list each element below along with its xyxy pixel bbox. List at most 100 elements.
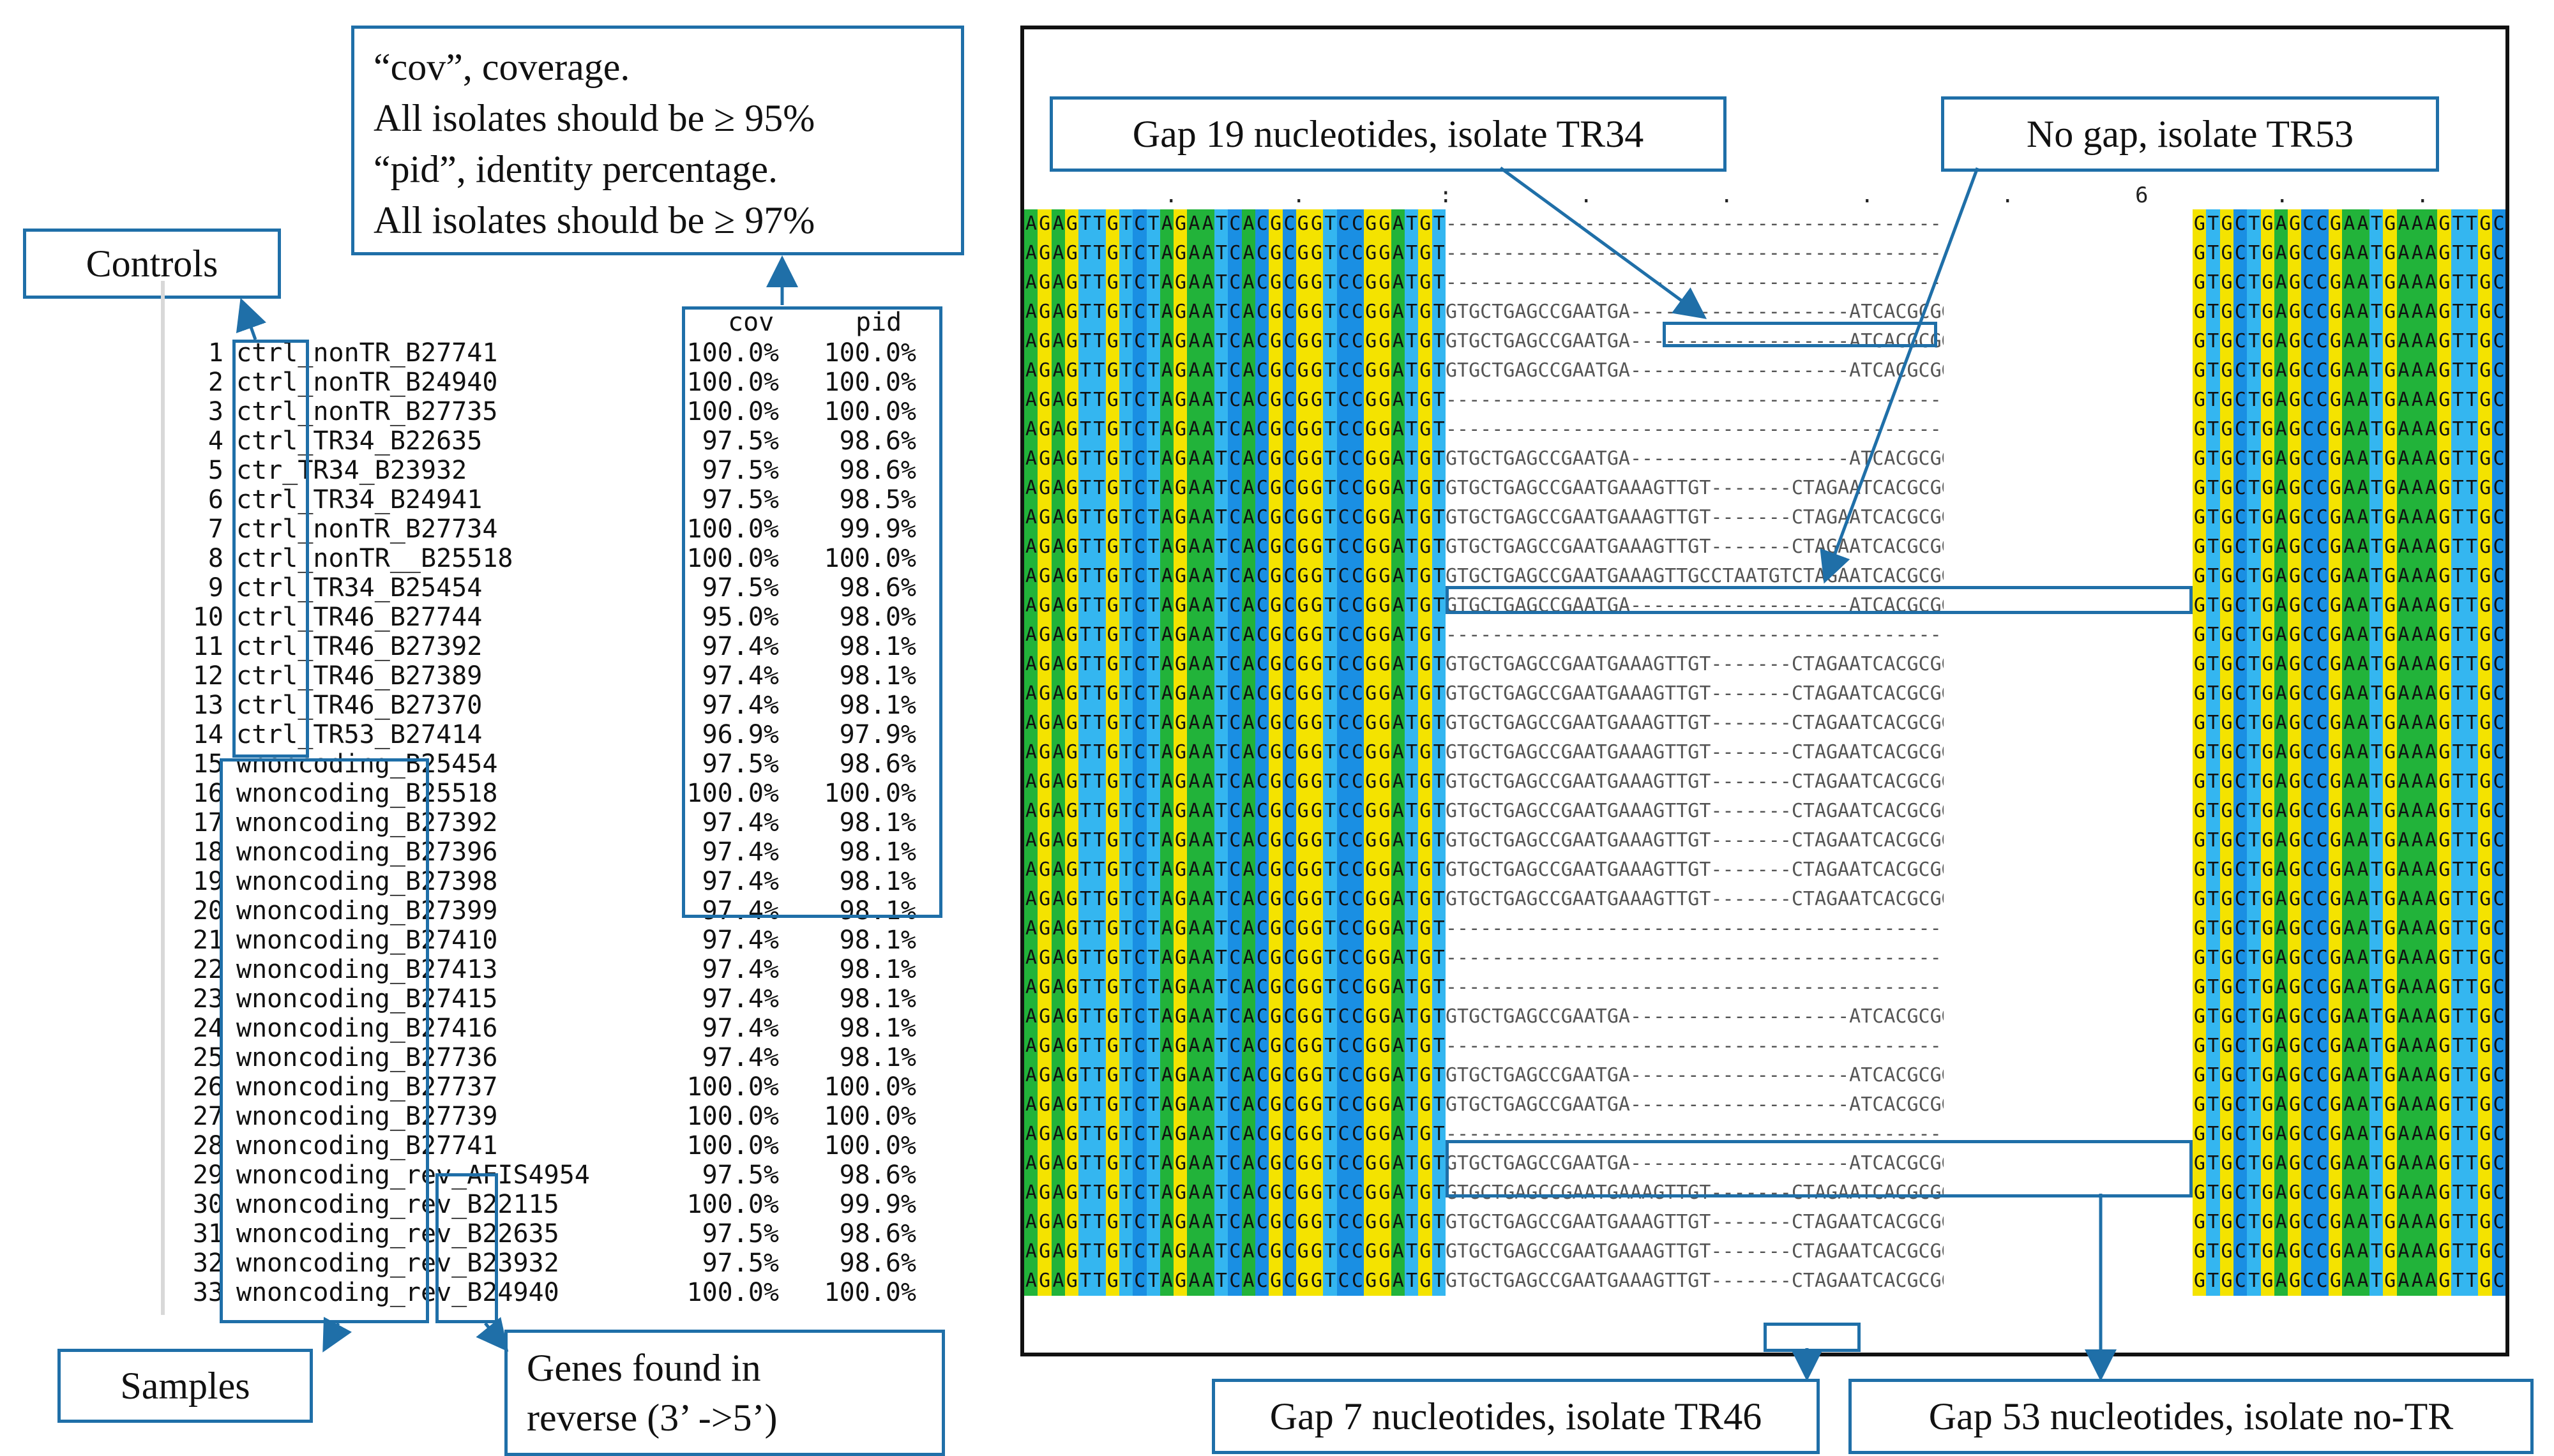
nucleotide-cell: T: [2247, 415, 2261, 444]
nucleotide-cell: T: [2451, 532, 2465, 562]
nucleotide-cell: A: [2396, 591, 2411, 620]
nucleotide-cell: T: [2451, 268, 2465, 297]
ruler-tick: .: [1165, 183, 1178, 208]
row-number: 15: [192, 749, 223, 779]
nucleotide-cell: G: [2288, 444, 2302, 474]
row-number: 30: [192, 1190, 223, 1219]
nucleotide-cell: C: [1228, 503, 1243, 532]
nucleotide-cell: T: [1432, 415, 1446, 444]
nucleotide-cell: A: [1241, 503, 1256, 532]
sample-row: 10 ctrl_TR46_B27744 95.0% 98.0%: [179, 603, 945, 632]
nucleotide-cell: C: [2301, 562, 2316, 591]
nucleotide-cell: A: [2410, 444, 2424, 474]
nucleotide-cell: G: [2329, 591, 2343, 620]
nucleotide-cell: T: [1119, 297, 1133, 327]
nucleotide-cell: A: [1391, 268, 1405, 297]
nucleotide-cell: T: [2465, 503, 2479, 532]
nucleotide-cell: G: [2383, 297, 2398, 327]
sample-row: 6 ctrl_TR34_B24941 97.5% 98.5%: [179, 485, 945, 514]
nucleotide-cell: T: [2369, 239, 2384, 268]
nucleotide-cell: A: [2355, 356, 2370, 386]
nucleotide-cell: C: [2491, 562, 2505, 591]
nucleotide-cell: T: [1146, 239, 1161, 268]
nucleotide-cell: T: [1078, 386, 1092, 415]
nucleotide-cell: G: [1269, 327, 1283, 356]
nucleotide-cell: A: [2274, 503, 2288, 532]
alignment-row: A G A G T T G T C T A G A A T C A C G C G G T C C G G A T G T ---------…: [1024, 386, 2505, 415]
sample-row: 11 ctrl_TR46_B27392 97.4% 98.1%: [179, 632, 945, 661]
nucleotide-cell: G: [1105, 474, 1120, 503]
identity-value: 99.9%: [839, 1190, 916, 1219]
row-number: 2: [208, 368, 223, 397]
nucleotide-cell: T: [2247, 444, 2261, 474]
nucleotide-cell: T: [1323, 209, 1338, 239]
nucleotide-cell: T: [2465, 444, 2479, 474]
nucleotide-cell: A: [2342, 356, 2357, 386]
sample-name: ctrl_TR53_B27414: [236, 720, 483, 749]
coverage-value: 100.0%: [686, 368, 780, 397]
nucleotide-cell: G: [1174, 415, 1188, 444]
coverage-value: 97.4%: [702, 837, 779, 867]
nucleotide-cell: C: [1282, 591, 1297, 620]
nucleotide-cell: G: [2478, 532, 2493, 562]
sample-name: wnoncoding_B27392: [236, 808, 498, 837]
identity-value: 100.0%: [824, 1072, 917, 1102]
nucleotide-cell: A: [1200, 415, 1215, 444]
nucleotide-cell: A: [1160, 356, 1174, 386]
nucleotide-cell: G: [1418, 474, 1433, 503]
coverage-value: 95.0%: [702, 603, 779, 632]
nucleotide-cell: A: [2342, 268, 2357, 297]
nucleotide-cell: A: [2355, 268, 2370, 297]
coverage-value: 97.5%: [702, 749, 779, 779]
identity-value: 98.1%: [839, 837, 916, 867]
nucleotide-cell: G: [1064, 591, 1079, 620]
nucleotide-cell: T: [1092, 620, 1107, 650]
nucleotide-cell: A: [1024, 415, 1038, 444]
nucleotide-cell: A: [2424, 386, 2438, 415]
nucleotide-cell: T: [2465, 474, 2479, 503]
nucleotide-cell: C: [1336, 415, 1351, 444]
nucleotide-cell: A: [2410, 532, 2424, 562]
coverage-value: 97.5%: [702, 1160, 779, 1190]
nucleotide-cell: G: [1296, 239, 1310, 268]
reverse-callout: Genes found in reverse (3’ ->5’): [504, 1330, 945, 1456]
nucleotide-cell: T: [2465, 532, 2479, 562]
nucleotide-cell: G: [1064, 268, 1079, 297]
nucleotide-cell: G: [1064, 356, 1079, 386]
nucleotide-cell: T: [1432, 474, 1446, 503]
nucleotide-cell: T: [1323, 503, 1338, 532]
nucleotide-cell: A: [2355, 444, 2370, 474]
nucleotide-cell: G: [1418, 239, 1433, 268]
nucleotide-cell: T: [1092, 532, 1107, 562]
nucleotide-cell: T: [2451, 503, 2465, 532]
nucleotide-cell: T: [2247, 532, 2261, 562]
nucleotide-cell: A: [2342, 209, 2357, 239]
nucleotide-cell: C: [2491, 474, 2505, 503]
nucleotide-cell: T: [2369, 356, 2384, 386]
alignment-row: A G A G T T G T C T A G A A T C A C G C G G T C C G G A T G T GTGCTGAGC…: [1024, 474, 2505, 503]
nucleotide-cell: A: [1200, 268, 1215, 297]
nucleotide-cell: G: [2219, 268, 2234, 297]
nucleotide-cell: T: [1146, 503, 1161, 532]
nucleotide-cell: G: [1038, 620, 1052, 650]
nucleotide-cell: G: [2437, 591, 2452, 620]
nucleotide-cell: T: [1146, 297, 1161, 327]
alignment-row: A G A G T T G T C T A G A A T C A C G C G G T C C G G A T G T ---------…: [1024, 415, 2505, 444]
nucleotide-cell: A: [1241, 239, 1256, 268]
sample-name: ctrl_nonTR_B27741: [236, 338, 498, 368]
nucleotide-cell: T: [1432, 386, 1446, 415]
table-divider: [161, 281, 165, 1315]
alignment-ruler: ..:.... 6..: [1024, 183, 2505, 208]
nucleotide-cell: G: [1364, 239, 1379, 268]
identity-value: 98.1%: [839, 984, 916, 1014]
nucleotide-cell: T: [1146, 562, 1161, 591]
sample-row: 27 wnoncoding_B27739 100.0% 100.0%: [179, 1102, 945, 1131]
nucleotide-cell: G: [2288, 562, 2302, 591]
nucleotide-cell: T: [1119, 327, 1133, 356]
nucleotide-cell: A: [2424, 268, 2438, 297]
nucleotide-cell: C: [1228, 444, 1243, 474]
nucleotide-cell: T: [1432, 297, 1446, 327]
nucleotide-cell: C: [1228, 386, 1243, 415]
nucleotide-cell: G: [1310, 562, 1324, 591]
nucleotide-cell: A: [1241, 327, 1256, 356]
